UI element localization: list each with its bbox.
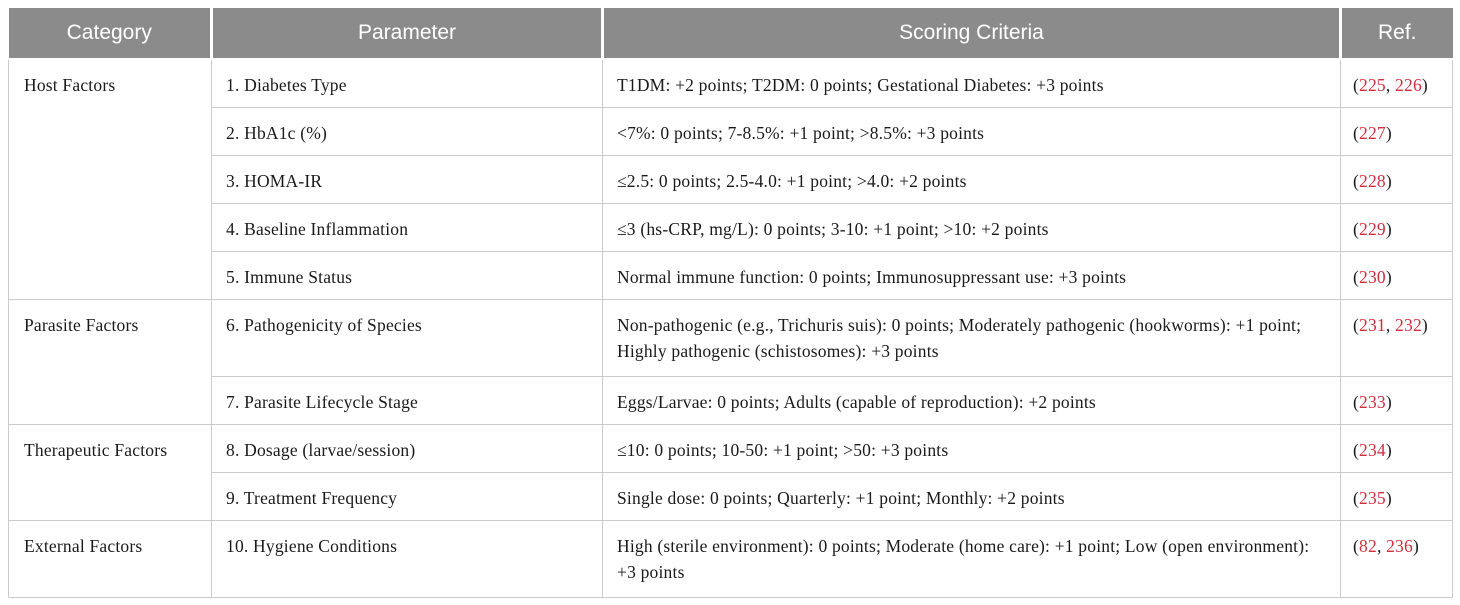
header-parameter: Parameter	[210, 8, 603, 60]
criteria-cell: Eggs/Larvae: 0 points; Adults (capable o…	[602, 375, 1341, 425]
citation-ref-link[interactable]: 226	[1395, 75, 1422, 95]
ref-cell: (225, 226)	[1340, 58, 1453, 108]
criteria-cell: <7%: 0 points; 7-8.5%: +1 point; >8.5%: …	[602, 106, 1341, 156]
ref-cell: (229)	[1340, 202, 1453, 252]
parameter-cell: 1. Diabetes Type	[211, 58, 603, 108]
table-row: External Factors 10. Hygiene Conditions …	[8, 519, 1453, 598]
parameter-cell: 8. Dosage (larvae/session)	[211, 423, 603, 473]
criteria-cell: Normal immune function: 0 points; Immuno…	[602, 250, 1341, 300]
header-ref: Ref.	[1339, 8, 1453, 60]
criteria-cell: Non-pathogenic (e.g., Trichuris suis): 0…	[602, 298, 1341, 377]
citation-ref-link[interactable]: 233	[1359, 391, 1386, 412]
ref-cell: (82, 236)	[1340, 519, 1453, 598]
header-scoring-criteria: Scoring Criteria	[601, 8, 1341, 60]
scoring-criteria-table: Category Parameter Scoring Criteria Ref.…	[8, 8, 1453, 598]
table-row: Therapeutic Factors 8. Dosage (larvae/se…	[8, 423, 1453, 521]
ref-cell: (230)	[1340, 250, 1453, 300]
table-row: 2. HbA1c (%) <7%: 0 points; 7-8.5%: +1 p…	[9, 106, 1453, 156]
table-row: 9. Treatment Frequency Single dose: 0 po…	[9, 471, 1453, 521]
citation-ref-link[interactable]: 231	[1359, 314, 1386, 335]
table-row: 5. Immune Status Normal immune function:…	[9, 250, 1453, 300]
table-header-row: Category Parameter Scoring Criteria Ref.	[8, 8, 1453, 60]
criteria-cell: ≤2.5: 0 points; 2.5-4.0: +1 point; >4.0:…	[602, 154, 1341, 204]
category-cell: Host Factors	[8, 58, 212, 300]
category-cell: Parasite Factors	[8, 298, 212, 425]
parameter-cell: 4. Baseline Inflammation	[211, 202, 603, 252]
parameter-cell: 10. Hygiene Conditions	[211, 519, 603, 598]
citation-ref-link[interactable]: 236	[1386, 535, 1413, 556]
ref-cell: (233)	[1340, 375, 1453, 425]
citation-ref-link[interactable]: 82	[1359, 535, 1377, 556]
citation-ref-link[interactable]: 235	[1359, 487, 1386, 508]
parameter-cell: 3. HOMA-IR	[211, 154, 603, 204]
table-row: 4. Baseline Inflammation ≤3 (hs-CRP, mg/…	[9, 202, 1453, 252]
category-cell: Therapeutic Factors	[8, 423, 212, 521]
table-row: Host Factors 1. Diabetes Type T1DM: +2 p…	[8, 58, 1453, 300]
parameter-cell: 2. HbA1c (%)	[211, 106, 603, 156]
category-cell: External Factors	[8, 519, 212, 598]
header-category: Category	[8, 8, 212, 60]
ref-cell: (228)	[1340, 154, 1453, 204]
criteria-cell: T1DM: +2 points; T2DM: 0 points; Gestati…	[602, 58, 1341, 108]
citation-ref-link[interactable]: 229	[1359, 218, 1386, 239]
parameter-cell: 5. Immune Status	[211, 250, 603, 300]
table-row: 3. HOMA-IR ≤2.5: 0 points; 2.5-4.0: +1 p…	[9, 154, 1453, 204]
ref-cell: (234)	[1340, 423, 1453, 473]
citation-ref-link[interactable]: 228	[1359, 170, 1386, 191]
citation-ref-link[interactable]: 225	[1359, 75, 1386, 95]
ref-cell: (227)	[1340, 106, 1453, 156]
ref-cell: (231, 232)	[1340, 298, 1453, 377]
citation-ref-link[interactable]: 234	[1359, 439, 1386, 460]
table-row: Parasite Factors 6. Pathogenicity of Spe…	[8, 298, 1453, 425]
criteria-cell: ≤3 (hs-CRP, mg/L): 0 points; 3-10: +1 po…	[602, 202, 1341, 252]
parameter-cell: 6. Pathogenicity of Species	[211, 298, 603, 377]
criteria-cell: Single dose: 0 points; Quarterly: +1 poi…	[602, 471, 1341, 521]
citation-ref-link[interactable]: 230	[1359, 266, 1386, 287]
citation-ref-link[interactable]: 227	[1359, 122, 1386, 143]
parameter-cell: 7. Parasite Lifecycle Stage	[211, 375, 603, 425]
criteria-cell: High (sterile environment): 0 points; Mo…	[602, 519, 1341, 598]
criteria-cell: ≤10: 0 points; 10-50: +1 point; >50: +3 …	[602, 423, 1341, 473]
parameter-cell: 9. Treatment Frequency	[211, 471, 603, 521]
ref-cell: (235)	[1340, 471, 1453, 521]
table-row: 7. Parasite Lifecycle Stage Eggs/Larvae:…	[9, 375, 1453, 425]
citation-ref-link[interactable]: 232	[1395, 314, 1422, 335]
